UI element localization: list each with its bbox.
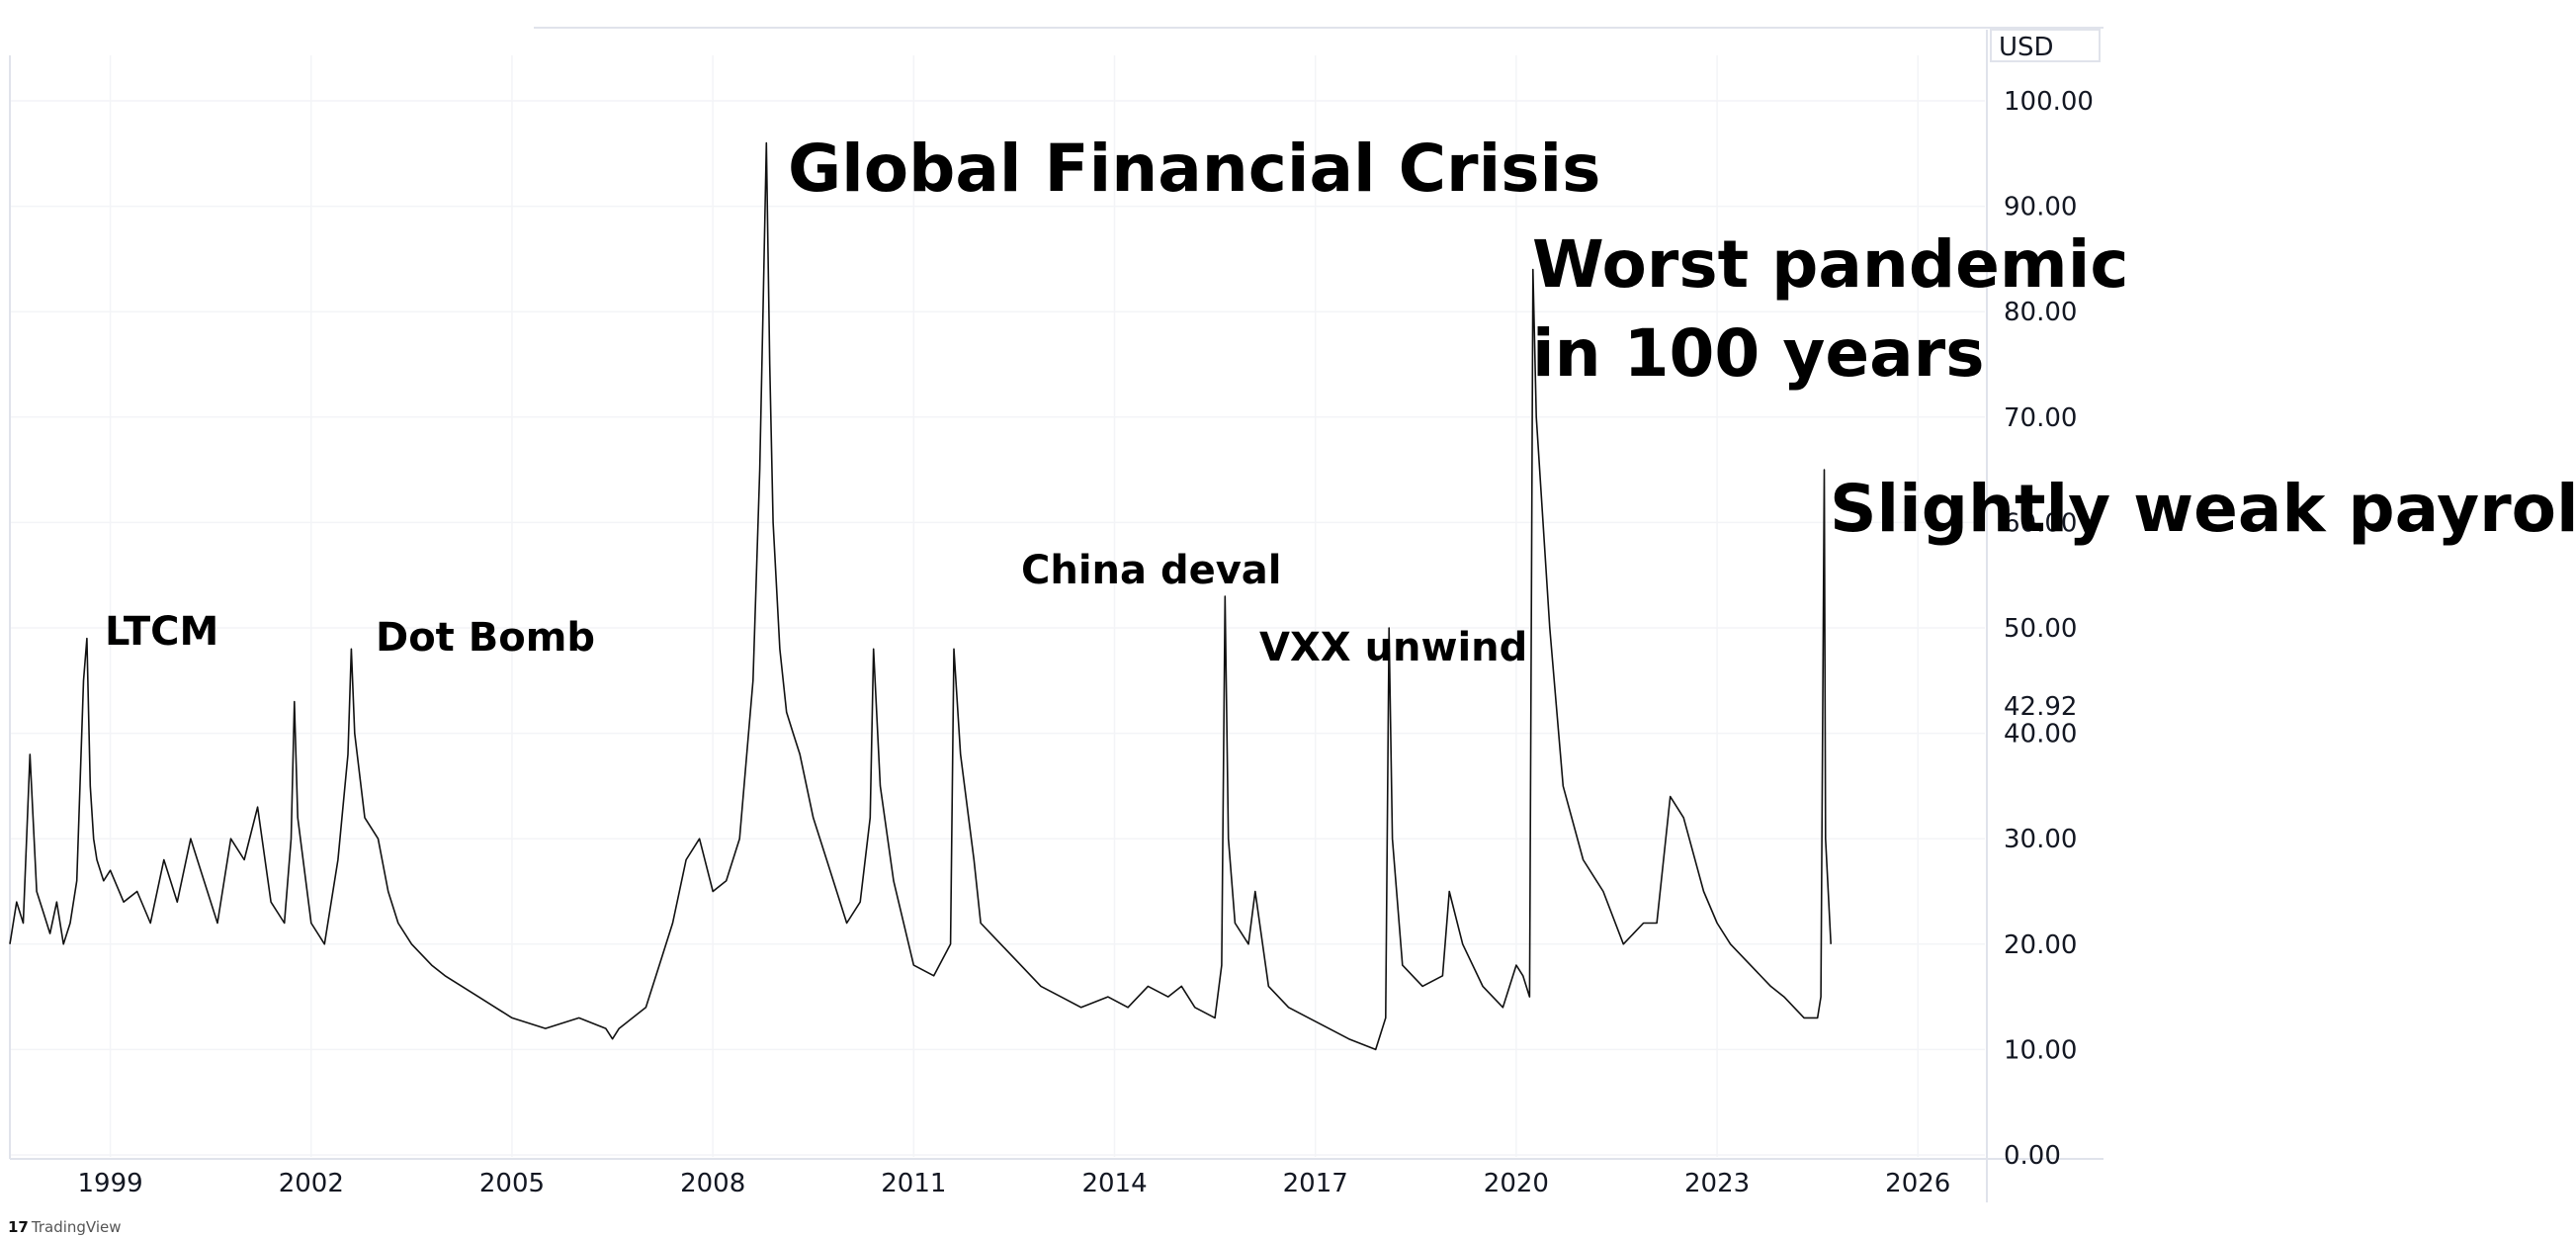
y-tick-label: 70.00 (2004, 403, 2077, 433)
y-tick-label: 100.00 (2004, 87, 2094, 117)
tradingview-logo-icon: 17 (8, 1218, 29, 1236)
last-value-label: 42.92 (2004, 692, 2077, 722)
y-tick-label: 0.00 (2004, 1141, 2061, 1171)
grid-lines (10, 55, 1985, 1157)
annotation-china-deval: China deval (1021, 548, 1281, 593)
x-tick-label: 2005 (479, 1169, 545, 1198)
x-tick-label: 2020 (1484, 1169, 1549, 1198)
time-axis-ticks[interactable]: 1999 2002 2005 2008 2011 2014 2017 2020 2023 2026 (78, 1169, 1951, 1198)
x-tick-label: 2023 (1684, 1169, 1750, 1198)
annotation-ltcm: LTCM (105, 609, 218, 655)
y-tick-label: 10.00 (2004, 1035, 2077, 1065)
annotation-slightly-weak-payrolls: Slightly weak payrolls (1830, 471, 2576, 547)
annotation-worst-pandemic-line1: Worst pandemic (1532, 226, 2128, 303)
y-tick-label: 40.00 (2004, 720, 2077, 750)
x-tick-label: 1999 (78, 1169, 143, 1198)
x-tick-label: 2008 (680, 1169, 745, 1198)
annotation-global-financial-crisis: Global Financial Crisis (788, 131, 1600, 207)
brand-text: TradingView (31, 1218, 122, 1236)
x-tick-label: 2014 (1081, 1169, 1147, 1198)
x-tick-label: 2002 (279, 1169, 344, 1198)
tradingview-brand[interactable]: 17 TradingView (8, 1218, 122, 1236)
vix-series-line (9, 141, 1832, 1051)
annotation-vxx-unwind: VXX unwind (1259, 625, 1527, 670)
annotation-dot-bomb: Dot Bomb (376, 615, 595, 661)
x-tick-label: 2011 (881, 1169, 946, 1198)
currency-box[interactable] (1990, 29, 2101, 62)
x-tick-label: 2017 (1283, 1169, 1348, 1198)
y-tick-label: 50.00 (2004, 614, 2077, 644)
x-tick-label: 2026 (1885, 1169, 1950, 1198)
currency-label: USD (1999, 33, 2054, 62)
annotations: LTCM Dot Bomb Global Financial Crisis Ch… (105, 131, 2576, 670)
y-tick-label: 30.00 (2004, 825, 2077, 854)
price-axis-ticks[interactable]: 100.00 90.00 80.00 70.00 60.00 50.00 40.00 30.0… (2004, 87, 2094, 1171)
axes (9, 27, 2104, 1202)
y-tick-label: 60.00 (2004, 508, 2077, 538)
y-tick-label: 90.00 (2004, 193, 2077, 222)
annotation-worst-pandemic-line2: in 100 years (1532, 315, 1985, 392)
series-layer (9, 141, 1832, 1051)
y-tick-label: 20.00 (2004, 930, 2077, 960)
y-tick-label: 80.00 (2004, 298, 2077, 327)
